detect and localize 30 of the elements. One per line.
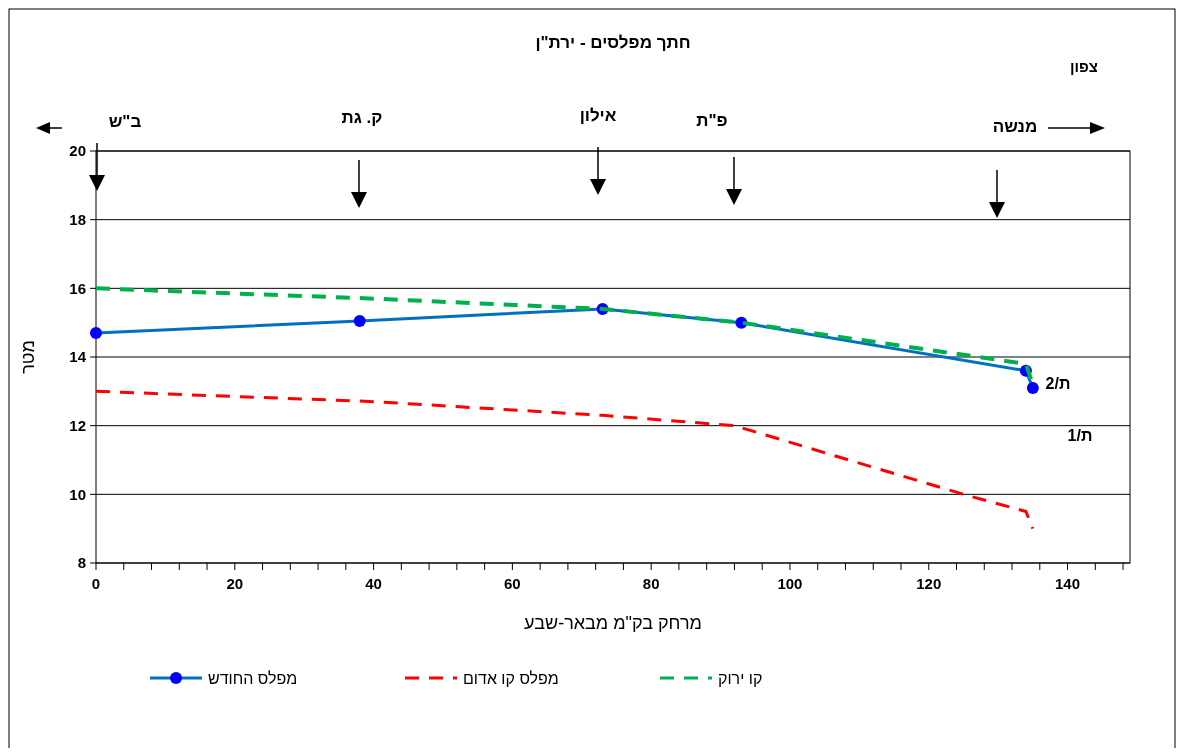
text: מנשה <box>992 117 1038 136</box>
legend-label: מפלס החודש <box>208 669 298 687</box>
x-tick-label: 100 <box>777 575 803 592</box>
x-tick-label: 60 <box>504 575 521 592</box>
legend-label: מפלס קו אדום <box>463 669 559 687</box>
y-axis-title: מטר <box>18 340 38 374</box>
legend-label: קו ירוק <box>718 669 763 687</box>
y-tick-label: 8 <box>77 554 86 572</box>
text: ק. גת <box>341 108 383 127</box>
x-tick-label: 140 <box>1055 575 1081 592</box>
x-tick-label: 40 <box>365 575 382 592</box>
annotation: ת/2 <box>1045 374 1071 392</box>
y-tick-label: 10 <box>69 485 86 503</box>
y-tick-label: 14 <box>69 348 87 366</box>
x-tick-label: 20 <box>226 575 244 592</box>
x-tick-label: 80 <box>642 575 660 592</box>
y-tick-label: 12 <box>69 416 86 434</box>
text: ב"ש <box>108 112 142 131</box>
x-axis-title: מרחק בק"מ מבאר-שבע <box>524 613 702 633</box>
x-tick-label: 120 <box>916 575 942 592</box>
y-tick-label: 20 <box>69 142 86 160</box>
line-series <box>94 389 1035 531</box>
text: צפון <box>1070 58 1098 75</box>
y-tick-label: 16 <box>69 279 86 297</box>
y-tick-label: 18 <box>69 210 86 228</box>
x-tick-label: 0 <box>91 575 101 592</box>
annotation: ת/1 <box>1067 426 1093 444</box>
text: אילון <box>579 106 617 125</box>
text: פ"ת <box>696 111 728 130</box>
chart-title: חתך מפלסים - ירת"ן <box>535 33 691 52</box>
